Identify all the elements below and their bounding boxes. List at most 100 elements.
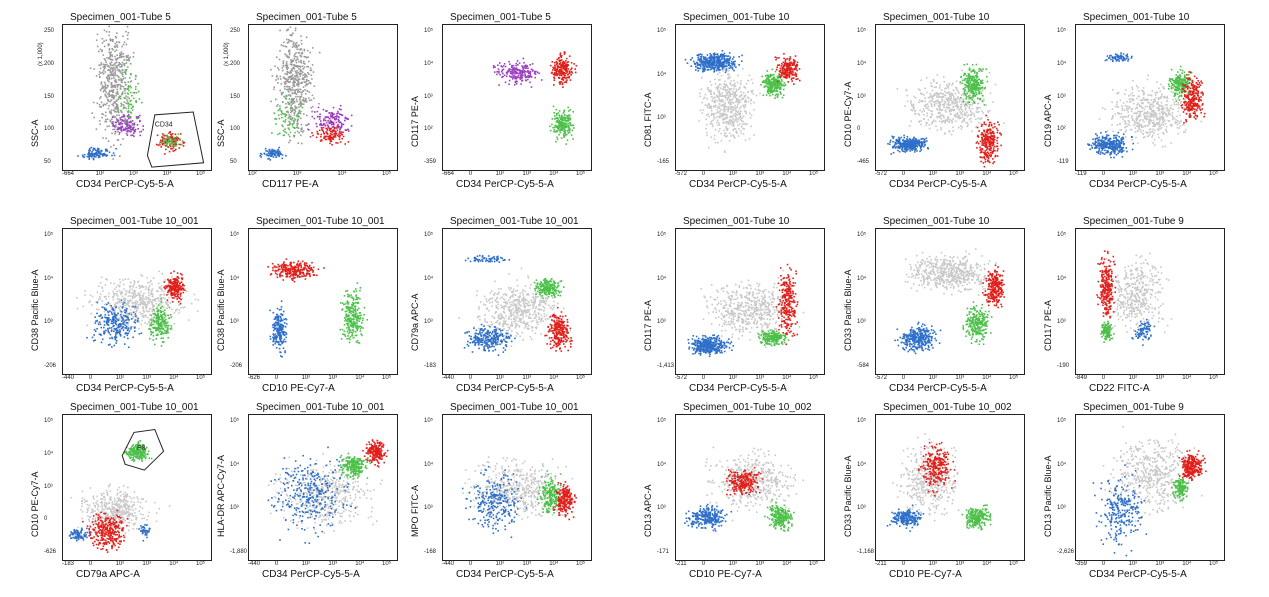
event-dot	[328, 129, 331, 132]
event-dot	[498, 72, 500, 74]
event-dot	[795, 75, 797, 78]
event-dot	[730, 99, 733, 101]
event-dot	[935, 82, 938, 84]
event-dot	[289, 34, 291, 36]
cluster-light_grey	[896, 69, 1005, 136]
event-dot	[978, 111, 980, 113]
event-dot	[169, 143, 172, 145]
event-dot	[179, 139, 181, 141]
event-dot	[774, 94, 777, 97]
event-dot	[295, 41, 298, 44]
event-dot	[901, 148, 904, 150]
event-dot	[511, 78, 514, 80]
event-dot	[957, 96, 959, 98]
event-dot	[108, 34, 110, 37]
event-dot	[119, 55, 122, 57]
event-dot	[968, 84, 971, 86]
event-dot	[125, 107, 128, 110]
x-axis-label: CD34 PerCP-Cy5-5-A	[456, 179, 554, 190]
event-dot	[293, 117, 296, 120]
event-dot	[121, 103, 123, 106]
event-dot	[766, 90, 769, 93]
event-dot	[790, 61, 792, 64]
event-dot	[897, 149, 899, 152]
event-dot	[904, 146, 906, 149]
event-dot	[723, 113, 726, 115]
gate-polygon[interactable]	[146, 111, 205, 168]
event-dot	[792, 63, 794, 66]
event-dot	[294, 90, 297, 93]
event-dot	[941, 120, 944, 123]
event-dot	[729, 92, 732, 95]
event-dot	[968, 75, 971, 78]
event-dot	[555, 60, 558, 63]
event-dot	[104, 83, 107, 85]
event-dot	[285, 78, 288, 80]
event-dot	[977, 107, 980, 109]
event-dot	[570, 62, 573, 64]
event-dot	[769, 92, 772, 94]
event-dot	[966, 77, 969, 80]
event-dot	[289, 40, 292, 42]
event-dot	[300, 39, 303, 42]
event-dot	[529, 70, 532, 73]
event-dot	[770, 84, 772, 86]
event-dot	[323, 118, 325, 120]
event-dot	[299, 70, 302, 73]
event-dot	[123, 114, 125, 117]
cluster-blue	[77, 146, 117, 161]
event-dot	[939, 105, 941, 108]
event-dot	[971, 104, 973, 106]
event-dot	[101, 87, 103, 89]
event-dot	[123, 41, 126, 44]
event-dot	[289, 139, 291, 142]
event-dot	[730, 105, 732, 108]
event-dot	[951, 94, 954, 97]
event-dot	[983, 104, 986, 106]
event-dot	[87, 155, 90, 158]
event-dot	[290, 100, 293, 102]
event-dot	[565, 125, 567, 128]
event-dot	[564, 65, 566, 67]
event-dot	[114, 70, 117, 72]
event-dot	[937, 99, 939, 102]
event-dot	[774, 97, 776, 99]
event-dot	[286, 56, 289, 59]
event-dot	[952, 100, 954, 103]
event-dot	[765, 82, 768, 85]
event-dot	[719, 61, 721, 63]
event-dot	[560, 70, 563, 73]
event-dot	[118, 76, 120, 78]
event-dot	[560, 74, 563, 77]
event-dot	[982, 68, 984, 70]
event-dot	[296, 83, 298, 85]
event-dot	[294, 65, 297, 67]
event-dot	[702, 65, 705, 67]
event-dot	[283, 76, 285, 79]
event-dot	[512, 70, 515, 72]
event-dot	[98, 152, 100, 154]
event-dot	[728, 67, 731, 69]
event-dot	[131, 128, 134, 131]
event-dot	[308, 91, 311, 94]
event-dot	[782, 70, 784, 72]
event-dot	[104, 128, 107, 131]
event-dot	[730, 124, 733, 127]
event-dot	[304, 89, 306, 91]
event-dot	[949, 95, 951, 98]
event-dot	[300, 61, 302, 63]
event-dot	[124, 89, 126, 92]
event-dot	[961, 113, 963, 116]
event-dot	[123, 106, 126, 109]
event-dot	[710, 93, 712, 95]
event-dot	[511, 73, 514, 76]
event-dot	[701, 112, 704, 114]
event-dot	[305, 74, 307, 77]
event-dot	[922, 138, 925, 140]
event-dot	[973, 82, 975, 85]
event-dot	[325, 116, 327, 118]
event-dot	[270, 150, 272, 153]
event-dot	[990, 123, 993, 126]
event-dot	[940, 89, 943, 91]
event-dot	[329, 121, 332, 123]
